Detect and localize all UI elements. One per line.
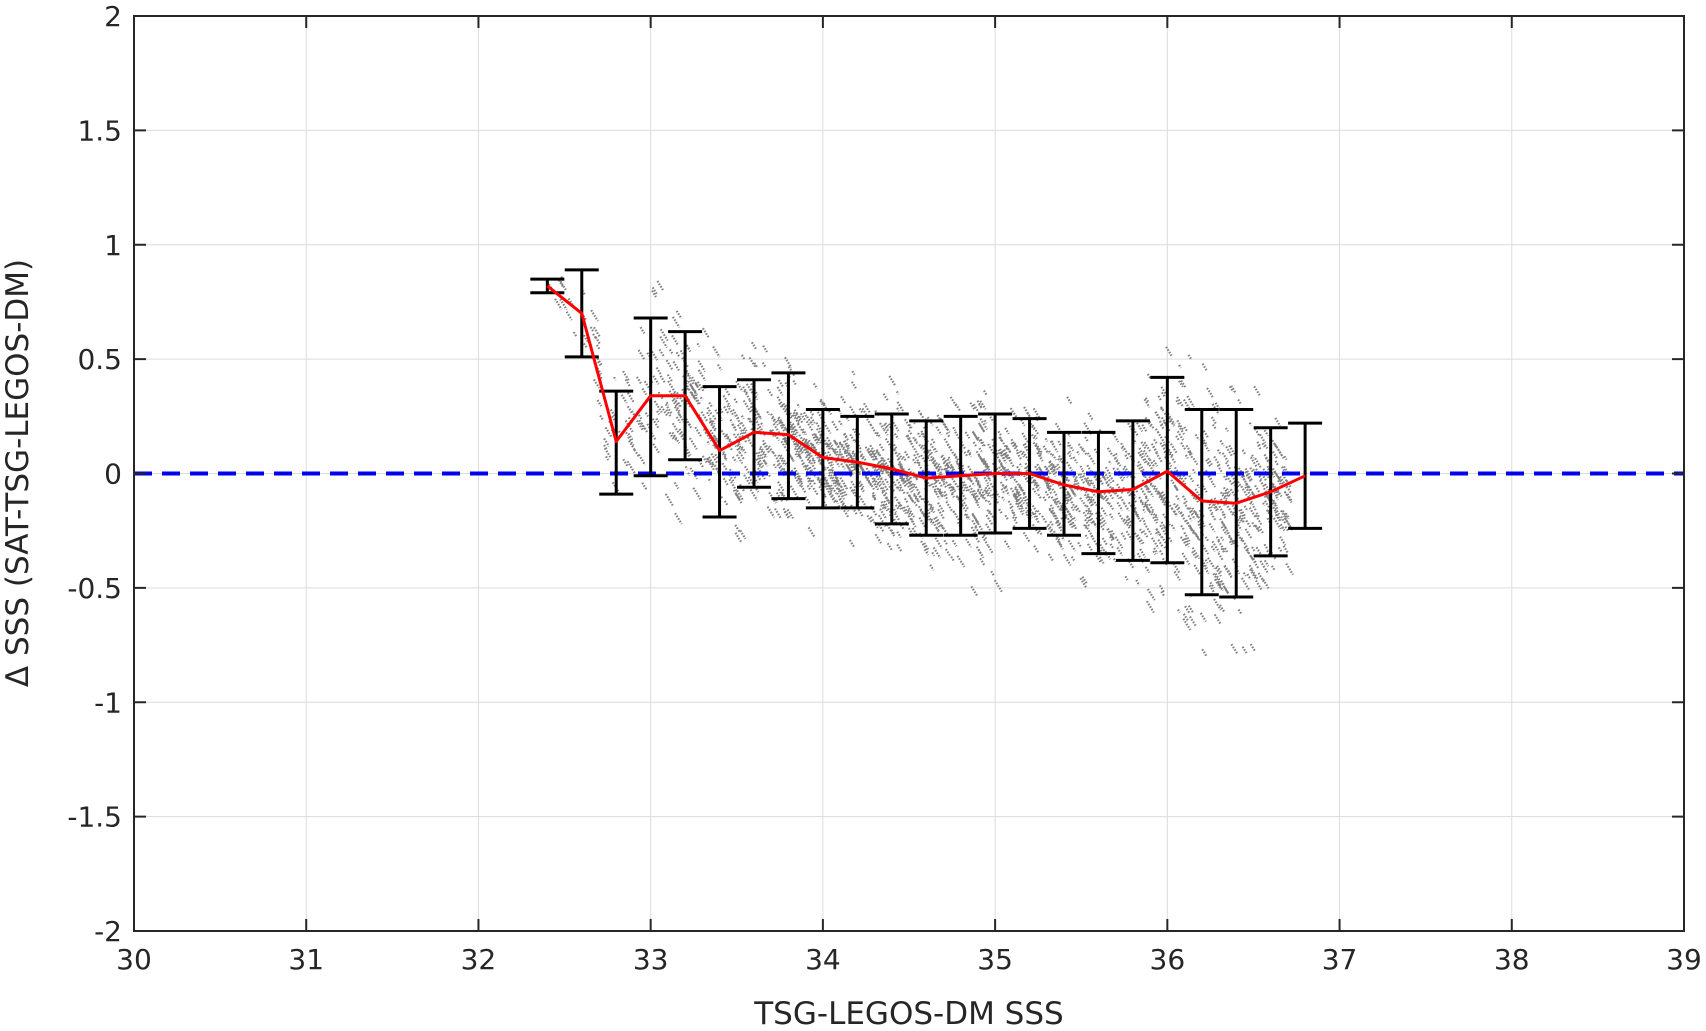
x-tick-label: 34	[805, 943, 841, 976]
y-tick-label: 1	[104, 229, 122, 262]
y-tick-label: -0.5	[67, 572, 122, 605]
x-tick-label: 38	[1494, 943, 1530, 976]
x-ticks: 30 31 32 33 34 35 36 37 38 39	[116, 16, 1702, 976]
x-tick-label: 37	[1322, 943, 1358, 976]
y-ticks: 2 1.5 1 0.5 0 -0.5 -1 -1.5 -2	[67, 0, 1684, 948]
y-tick-label: -2	[94, 915, 122, 948]
x-tick-label: 32	[461, 943, 497, 976]
y-tick-label: 1.5	[77, 114, 122, 147]
y-tick-label: 0.5	[77, 343, 122, 376]
y-tick-label: 2	[104, 0, 122, 33]
mean-line	[546, 284, 1306, 505]
y-tick-label: -1.5	[67, 801, 122, 834]
mean-series-line	[546, 284, 1306, 505]
grid	[134, 16, 1684, 931]
x-tick-label: 39	[1666, 943, 1702, 976]
y-tick-label: 0	[104, 458, 122, 491]
y-tick-label: -1	[94, 686, 122, 719]
x-tick-label: 30	[116, 943, 152, 976]
x-tick-label: 31	[288, 943, 324, 976]
x-tick-label: 33	[633, 943, 669, 976]
x-axis-title: TSG-LEGOS-DM SSS	[753, 996, 1063, 1031]
x-tick-label: 36	[1150, 943, 1186, 976]
y-axis-title: Δ SSS (SAT-TSG-LEGOS-DM)	[0, 259, 36, 687]
x-tick-label: 35	[977, 943, 1013, 976]
